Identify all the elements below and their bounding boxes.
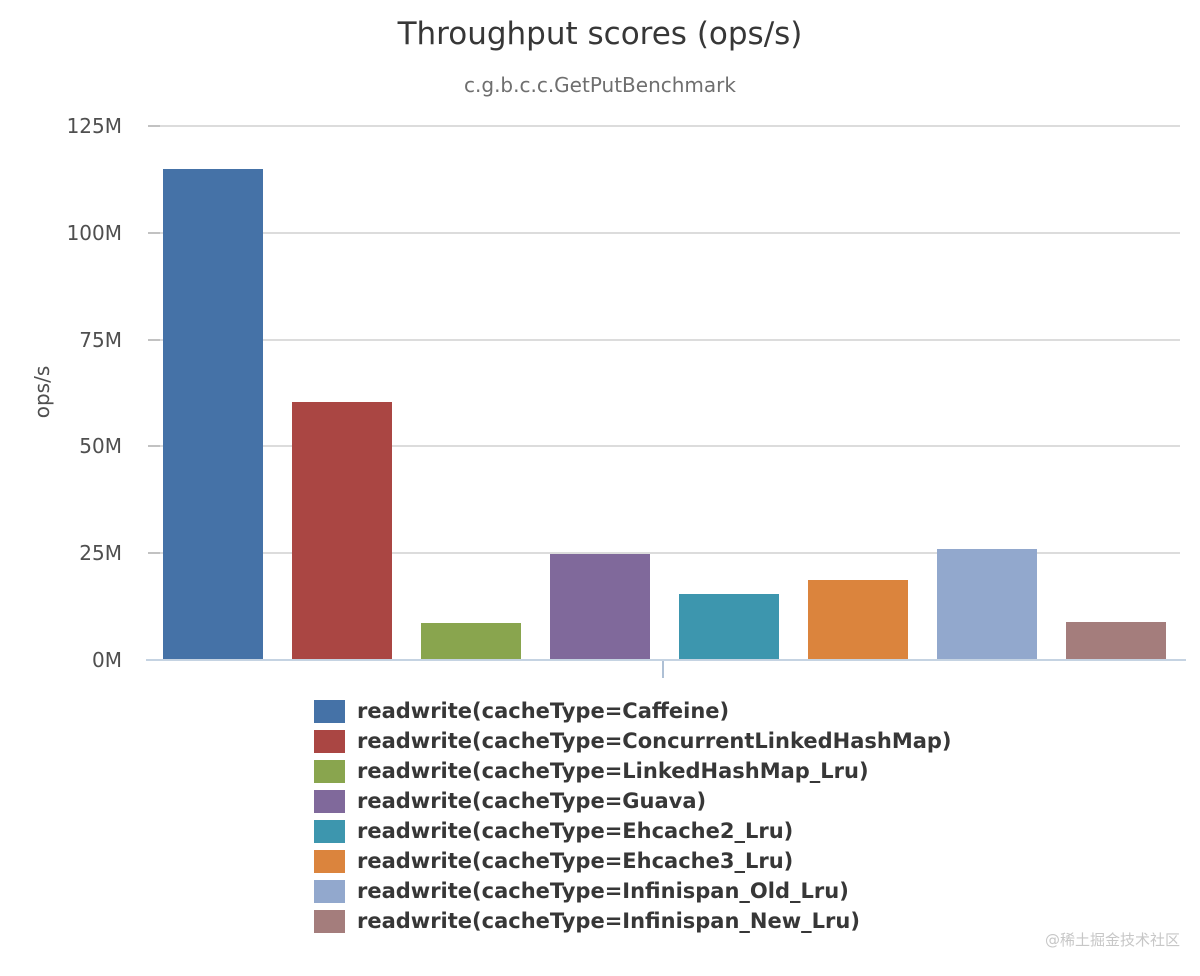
gridline [148,552,1180,555]
legend-swatch-icon [314,819,345,843]
y-tick-label: 50M [79,434,122,459]
x-axis-tick [662,661,664,678]
legend-item[interactable]: readwrite(cacheType=Guava) [314,786,952,816]
y-tick-label: 0M [92,648,122,672]
legend-swatch-icon [314,849,345,873]
legend-item[interactable]: readwrite(cacheType=ConcurrentLinkedHash… [314,726,952,756]
legend-swatch-icon [314,879,345,903]
bar[interactable] [291,401,392,660]
bar[interactable] [549,554,650,660]
legend-swatch-icon [314,789,345,813]
bar[interactable] [162,169,263,660]
legend-label: readwrite(cacheType=Infinispan_New_Lru) [357,909,860,933]
gridline [148,338,1180,341]
y-axis-tick-labels: 0M 25M 50M 75M 100M 125M [0,115,122,671]
legend-item[interactable]: readwrite(cacheType=Caffeine) [314,696,952,726]
legend-label: readwrite(cacheType=ConcurrentLinkedHash… [357,729,952,753]
bar[interactable] [678,594,779,660]
legend-item[interactable]: readwrite(cacheType=Ehcache2_Lru) [314,816,952,846]
legend-label: readwrite(cacheType=Ehcache3_Lru) [357,849,794,873]
bar[interactable] [420,622,521,660]
legend-label: readwrite(cacheType=Caffeine) [357,699,730,723]
legend-label: readwrite(cacheType=Guava) [357,789,707,813]
legend-label: readwrite(cacheType=Infinispan_Old_Lru) [357,879,849,903]
watermark: @稀土掘金技术社区 [1044,931,1180,949]
legend-item[interactable]: readwrite(cacheType=Ehcache3_Lru) [314,846,952,876]
plot-area [148,125,1180,660]
bar[interactable] [807,580,908,660]
legend-swatch-icon [314,909,345,933]
y-tick-label: 75M [79,327,122,352]
bar[interactable] [1065,621,1166,660]
legend-swatch-icon [314,729,345,753]
legend-swatch-icon [314,759,345,783]
legend-label: readwrite(cacheType=LinkedHashMap_Lru) [357,759,869,783]
y-axis-tick [148,125,160,127]
x-axis-line [146,659,1186,661]
y-tick-label: 100M [66,220,122,245]
gridline [148,445,1180,448]
gridline [148,125,1180,127]
y-axis-tick [148,552,160,555]
chart-title: Throughput scores (ops/s) [397,16,803,52]
y-tick-label: 25M [79,541,122,566]
legend-item[interactable]: readwrite(cacheType=Infinispan_Old_Lru) [314,876,952,906]
bar[interactable] [936,548,1037,660]
y-axis-tick [148,338,160,341]
gridline [148,231,1180,234]
legend-item[interactable]: readwrite(cacheType=LinkedHashMap_Lru) [314,756,952,786]
legend-swatch-icon [314,699,345,723]
legend: readwrite(cacheType=Caffeine) readwrite(c… [314,696,952,936]
y-axis-tick [148,231,160,234]
y-axis-tick [148,445,160,448]
legend-label: readwrite(cacheType=Ehcache2_Lru) [357,819,794,843]
legend-item[interactable]: readwrite(cacheType=Infinispan_New_Lru) [314,906,952,936]
chart-subtitle: c.g.b.c.c.GetPutBenchmark [464,73,736,97]
y-tick-label: 125M [66,114,122,138]
